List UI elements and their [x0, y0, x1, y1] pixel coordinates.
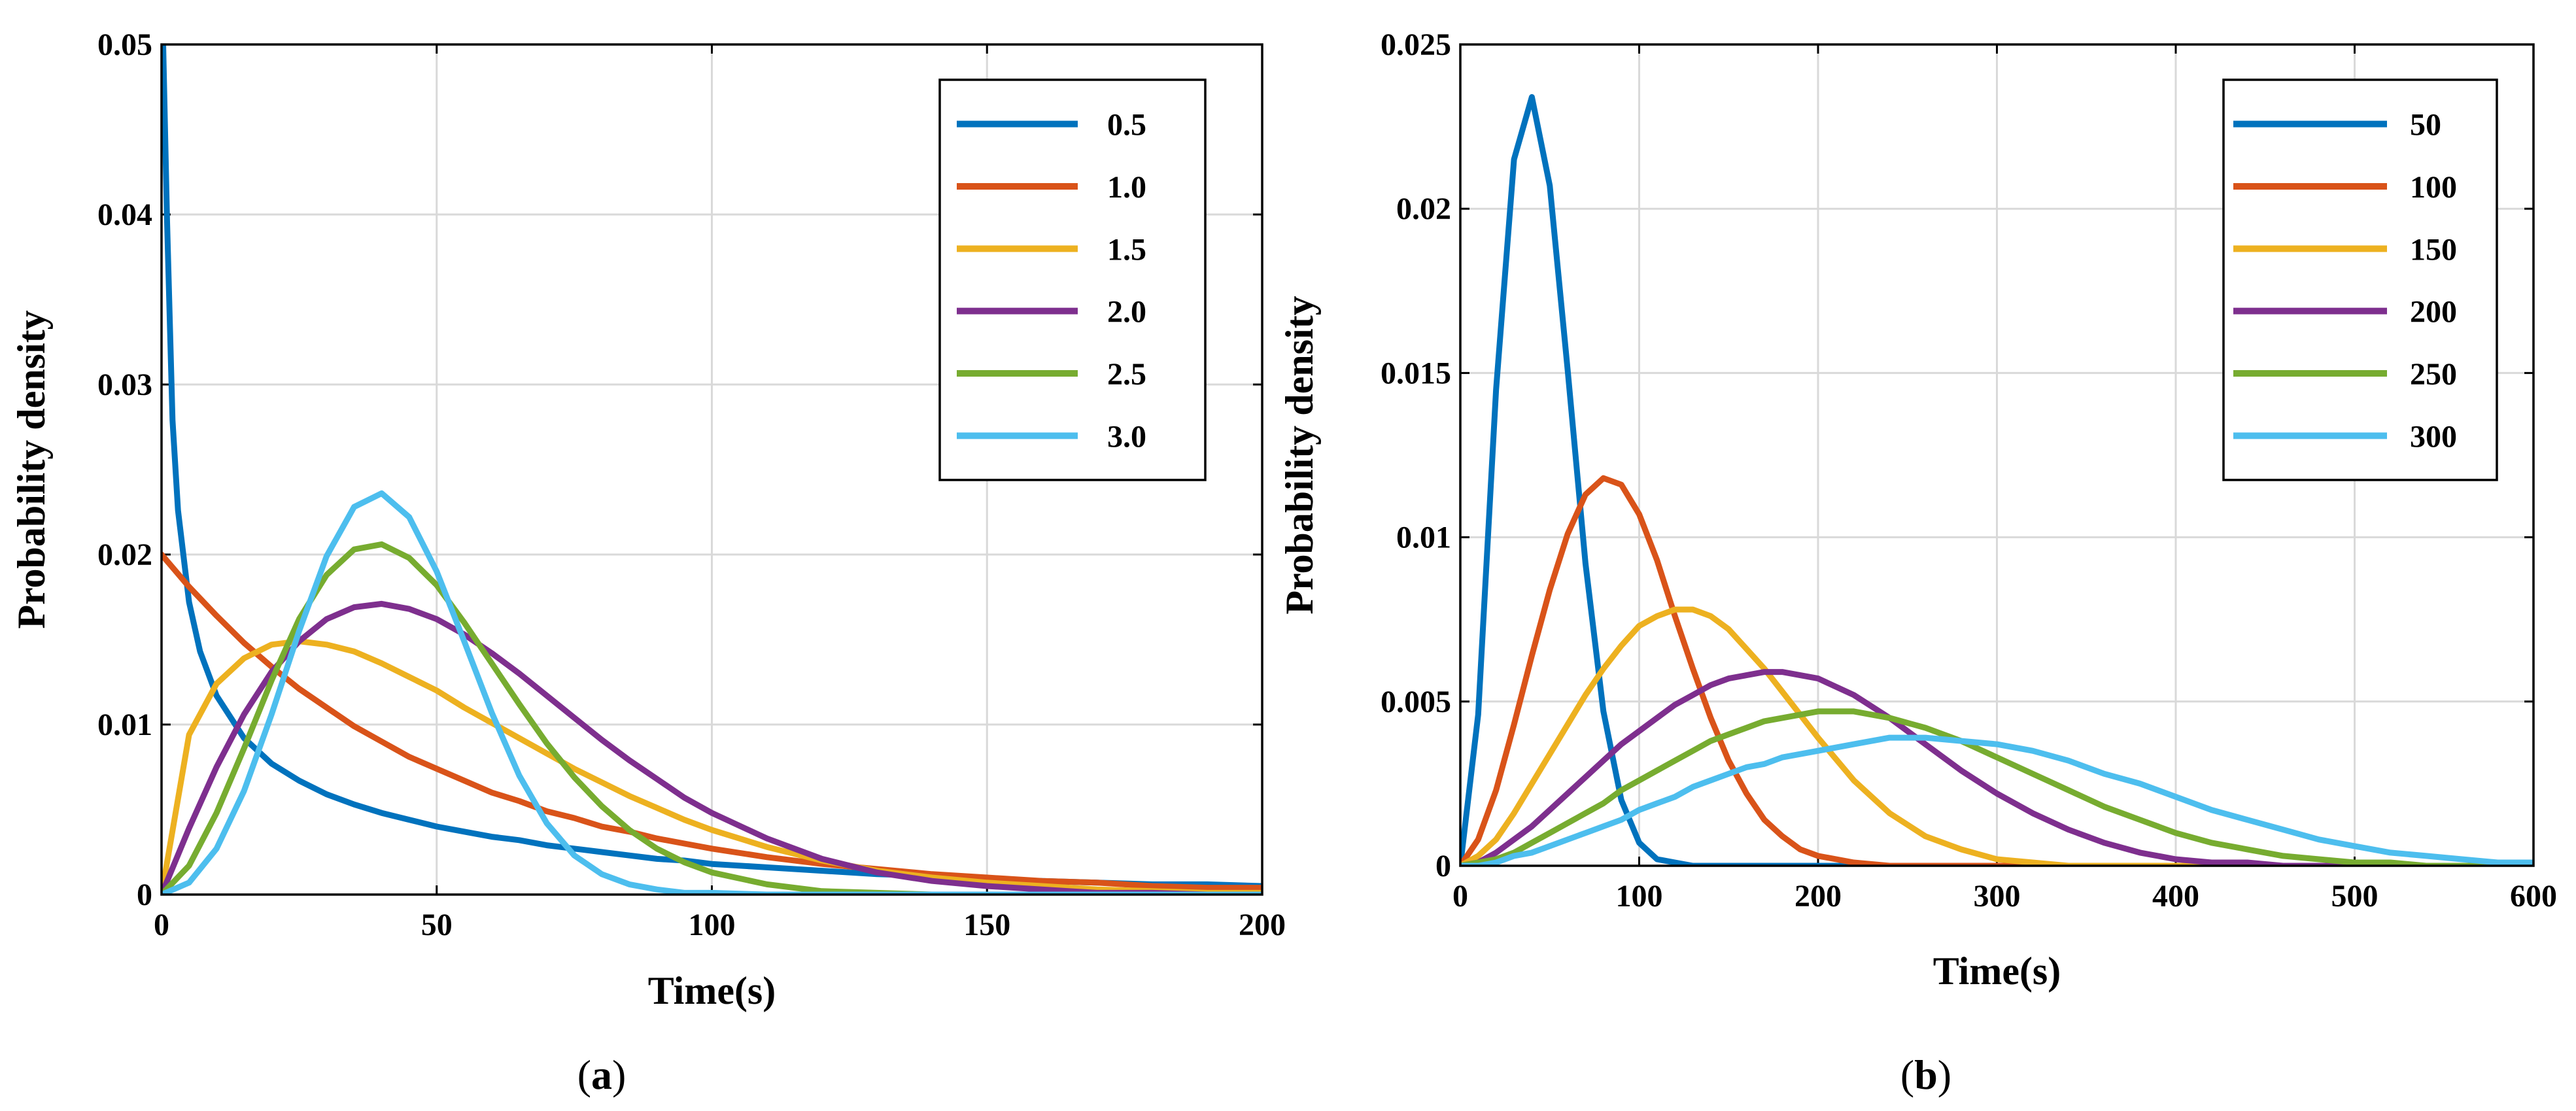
axes-frame — [1459, 43, 2535, 867]
x-tick-label: 50 — [421, 908, 453, 942]
legend-box — [938, 78, 1207, 481]
series-line-1.0 — [162, 551, 1262, 891]
legend-label-250: 250 — [2410, 357, 2457, 392]
legend-label-150: 150 — [2410, 232, 2457, 267]
legend-label-3.0: 3.0 — [1107, 419, 1146, 454]
y-axis-label: Probability density — [1278, 296, 1321, 614]
y-tick-label: 0.02 — [1396, 192, 1451, 226]
series-line-150 — [1460, 606, 2533, 866]
legend-label-300: 300 — [2410, 419, 2457, 454]
y-tick-label: 0.005 — [1381, 685, 1451, 719]
y-tick-label: 0.05 — [97, 27, 152, 62]
legend-label-50: 50 — [2410, 108, 2441, 143]
y-tick-label: 0.025 — [1381, 27, 1451, 62]
series-line-100 — [1460, 475, 2533, 866]
y-tick-label: 0.02 — [97, 538, 152, 572]
y-tick-label: 0 — [1435, 849, 1451, 883]
legend: 50 100 150 200 250 300 — [2222, 78, 2498, 481]
x-tick-label: 600 — [2510, 879, 2557, 914]
y-tick-label: 0.015 — [1381, 356, 1451, 390]
legend-label-1.0: 1.0 — [1107, 170, 1146, 205]
x-axis-label: Time(s) — [648, 969, 776, 1012]
panel-caption: (a) — [577, 1051, 627, 1098]
legend-label-2.5: 2.5 — [1107, 357, 1146, 392]
x-tick-label: 150 — [963, 908, 1010, 942]
y-tick-label: 0 — [137, 878, 152, 912]
y-tick-label: 0.01 — [97, 708, 152, 742]
series-group — [162, 44, 1262, 895]
x-tick-label: 300 — [1974, 879, 2021, 914]
x-tick-label: 0 — [1452, 879, 1468, 914]
legend-box — [2222, 78, 2498, 481]
legend: 0.5 1.0 1.5 2.0 2.5 3.0 — [938, 78, 1207, 481]
y-tick-label: 0.03 — [97, 367, 152, 402]
series-line-250 — [1460, 708, 2533, 866]
y-tick-label: 0.04 — [97, 197, 152, 232]
x-tick-label: 200 — [1239, 908, 1286, 942]
series-line-2.5 — [162, 541, 1262, 895]
panel-b: 0 100 200 300 400 500 600 0 0.005 0.01 0.015 0.02 0.… — [1278, 27, 2557, 1098]
y-axis-label: Probability density — [10, 310, 53, 628]
series-line-300 — [1460, 734, 2533, 866]
series-line-2.0 — [162, 600, 1262, 895]
panel-caption-letter: b — [1914, 1051, 1938, 1098]
x-tick-label: 200 — [1795, 879, 1842, 914]
panel-caption: (b) — [1900, 1051, 1951, 1098]
series-line-3.0 — [162, 490, 1262, 895]
x-axis-label: Time(s) — [1933, 949, 2061, 993]
series-group — [1460, 94, 2533, 866]
series-line-50 — [1460, 94, 2533, 866]
legend-label-2.0: 2.0 — [1107, 295, 1146, 330]
x-tick-label: 500 — [2331, 879, 2379, 914]
y-tick-label: 0.01 — [1396, 521, 1451, 555]
panel-caption-letter: a — [591, 1051, 612, 1098]
x-tick-label: 400 — [2152, 879, 2199, 914]
legend-label-200: 200 — [2410, 295, 2457, 330]
legend-label-100: 100 — [2410, 170, 2457, 205]
series-line-200 — [1460, 669, 2533, 866]
axes-frame — [160, 43, 1263, 896]
legend-label-0.5: 0.5 — [1107, 108, 1146, 143]
legend-label-1.5: 1.5 — [1107, 232, 1146, 267]
x-tick-label: 100 — [689, 908, 736, 942]
panel-a: 0 50 100 150 200 0 0.01 0.02 0.03 0.04 0.05 0.5 1.0 1… — [10, 27, 1286, 1098]
x-tick-label: 0 — [154, 908, 169, 942]
x-tick-label: 100 — [1616, 879, 1663, 914]
